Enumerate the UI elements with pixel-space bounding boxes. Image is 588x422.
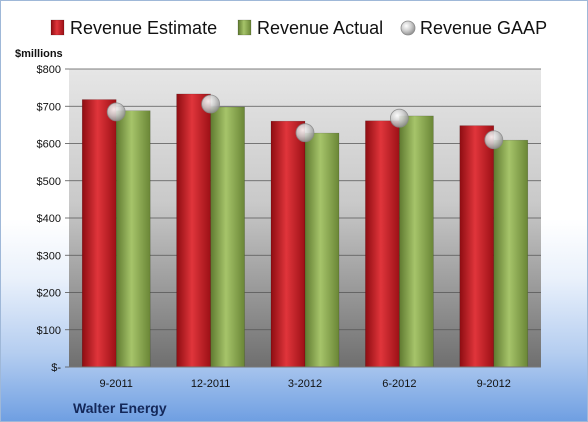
legend-label-revenue-estimate: Revenue Estimate <box>70 18 217 38</box>
bar-revenue-estimate <box>270 120 306 368</box>
bar-revenue-actual <box>399 115 434 368</box>
y-tick-label: $600 <box>37 139 61 151</box>
bar-revenue-actual <box>210 106 245 368</box>
y-tick-label: $200 <box>37 288 61 300</box>
legend-label-revenue-gaap: Revenue GAAP <box>420 18 547 38</box>
bar-revenue-actual <box>115 110 151 368</box>
legend-swatch-revenue-estimate <box>50 19 65 36</box>
unit-label: $millions <box>15 48 63 60</box>
y-tick-label: $100 <box>37 325 61 337</box>
bar-revenue-estimate <box>81 99 117 368</box>
x-category-label: 9-2012 <box>477 378 511 390</box>
marker-revenue-gaap <box>201 94 221 114</box>
bar-revenue-estimate <box>176 93 211 368</box>
legend-label-revenue-actual: Revenue Actual <box>257 18 383 38</box>
marker-revenue-gaap <box>389 108 409 128</box>
y-tick-label: $300 <box>37 250 61 262</box>
marker-revenue-gaap <box>484 130 504 150</box>
x-category-label: 9-2011 <box>99 378 132 390</box>
x-category-label: 12-2011 <box>191 378 231 390</box>
y-axis-ticks: $- $100 $200 $300 $400 $500 $600 $700 $800 <box>37 64 69 374</box>
y-tick-label: $700 <box>37 101 61 113</box>
company-name: Walter Energy <box>73 400 167 416</box>
marker-revenue-gaap <box>106 102 126 122</box>
bar-revenue-actual <box>493 139 529 368</box>
legend-swatch-revenue-gaap <box>400 20 416 36</box>
bars <box>81 93 529 368</box>
bar-revenue-actual <box>304 132 340 368</box>
legend-swatch-revenue-actual <box>237 19 252 36</box>
y-tick-label: $400 <box>37 213 61 225</box>
x-category-label: 3-2012 <box>288 378 322 390</box>
legend: Revenue Estimate Revenue Actual Revenue GA… <box>50 18 547 38</box>
y-tick-label: $- <box>51 362 61 374</box>
y-tick-label: $800 <box>37 64 61 76</box>
x-category-label: 6-2012 <box>382 378 416 390</box>
marker-revenue-gaap <box>295 123 315 143</box>
bar-revenue-estimate <box>365 120 400 368</box>
bar-revenue-estimate <box>459 125 495 368</box>
x-axis-categories: 9-2011 12-2011 3-2012 6-2012 9-2012 <box>99 378 510 390</box>
gaap-markers <box>106 94 504 150</box>
y-tick-label: $500 <box>37 176 61 188</box>
